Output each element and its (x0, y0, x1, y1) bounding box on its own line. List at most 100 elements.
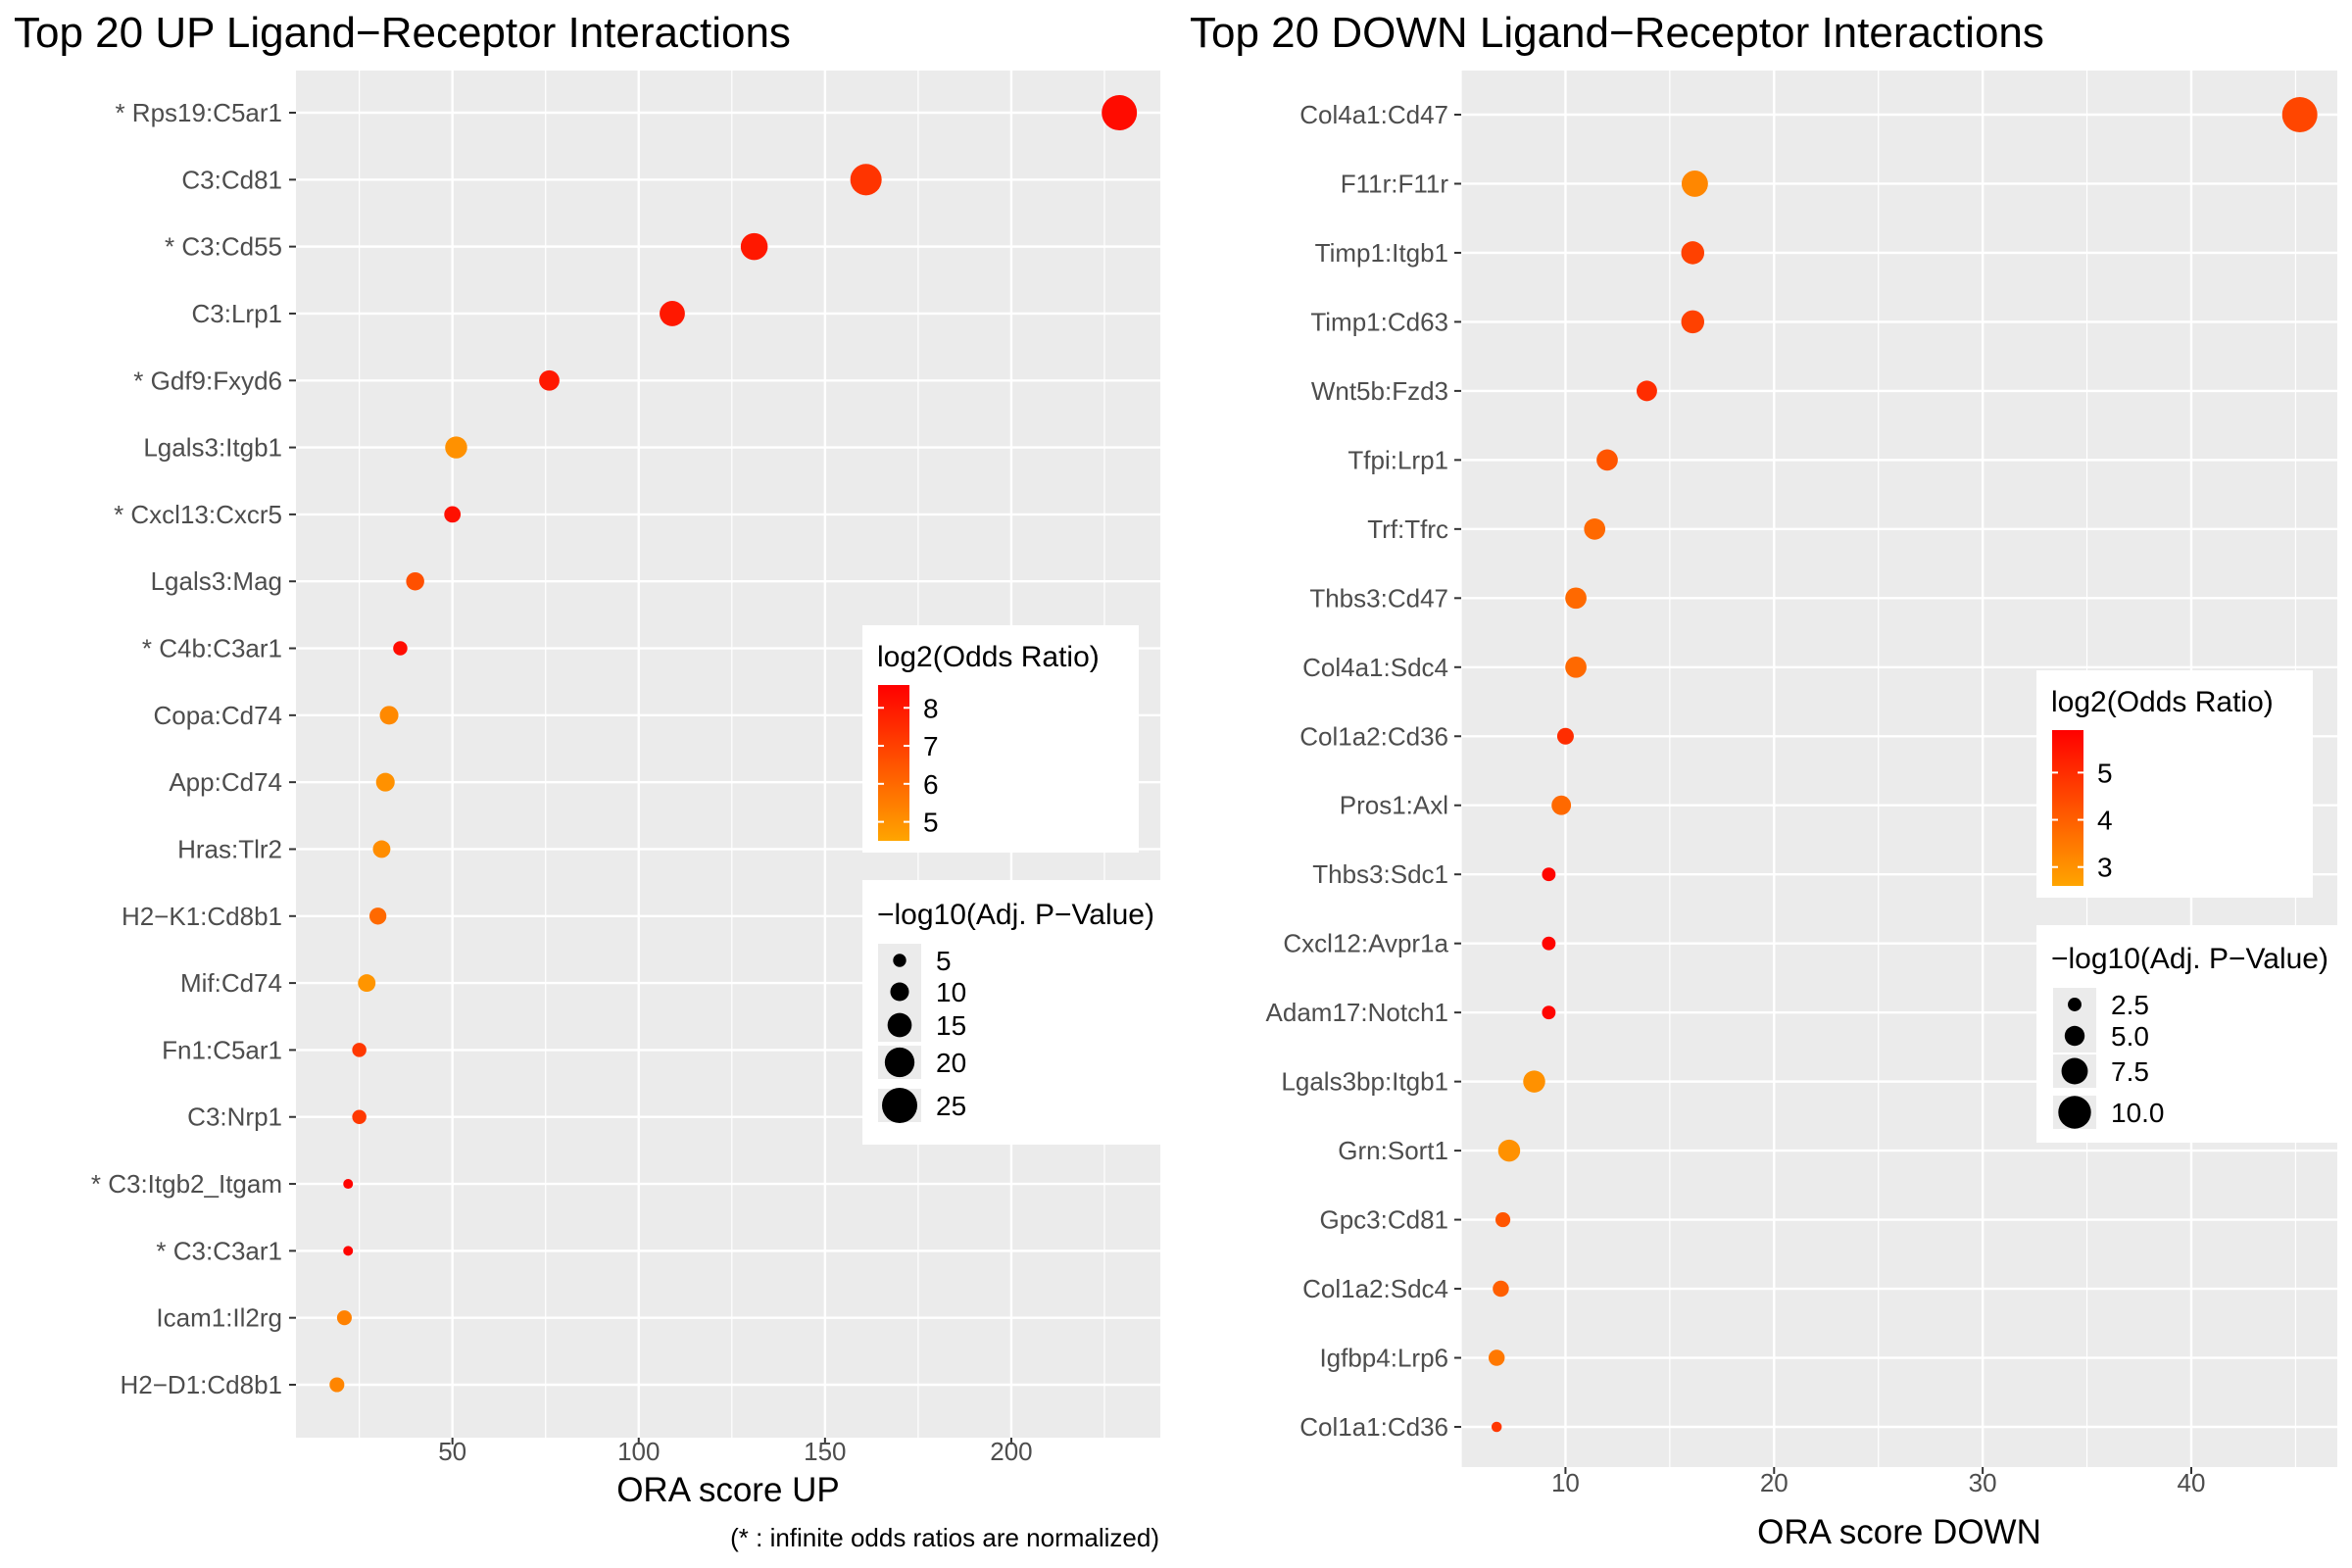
data-point (660, 301, 685, 326)
y-tick-label: Hras:Tlr2 (177, 834, 282, 863)
data-point (1542, 1005, 1556, 1020)
y-tick-label: Col1a1:Cd36 (1299, 1412, 1448, 1442)
footnote-caption: (* : infinite odds ratios are normalized… (730, 1523, 1159, 1552)
chart-title: Top 20 UP Ligand−Receptor Interactions (14, 9, 791, 57)
data-points (1488, 97, 2318, 1433)
size-legend-key (2068, 998, 2082, 1011)
y-tick-label: Adam17:Notch1 (1266, 998, 1448, 1027)
y-tick-label: Wnt5b:Fzd3 (1311, 376, 1448, 406)
y-tick-label: * C3:Cd55 (165, 232, 282, 262)
data-point (352, 1043, 367, 1057)
y-tick-label: Gpc3:Cd81 (1319, 1205, 1448, 1235)
data-point (2281, 97, 2318, 132)
color-legend-title: log2(Odds Ratio) (2051, 686, 2274, 718)
data-point (1542, 936, 1556, 951)
size-legend: −log10(Adj. P−Value) 2.55.0 7.5 10.0 (2036, 925, 2352, 1143)
data-point (1681, 310, 1705, 334)
x-axis: 50 100 150 200 (438, 1437, 1032, 1466)
color-legend-label: 3 (2097, 853, 2113, 883)
x-tick-label: 150 (804, 1437, 846, 1466)
chart-up: Top 20 UP Ligand−Receptor Interactions *… (14, 9, 1160, 1552)
color-legend-label: 8 (923, 693, 939, 723)
data-point (444, 506, 462, 523)
colorbar (878, 685, 909, 841)
size-legend-key (2064, 1025, 2085, 1047)
data-point (1681, 171, 1708, 197)
data-point (1523, 1070, 1545, 1093)
data-point (343, 1179, 354, 1190)
y-tick-label: Grn:Sort1 (1338, 1136, 1448, 1165)
data-point (375, 772, 395, 792)
data-point (1636, 380, 1657, 402)
data-point (1551, 795, 1572, 815)
y-tick-label: Thbs3:Sdc1 (1312, 859, 1448, 889)
color-legend-title: log2(Odds Ratio) (877, 641, 1100, 673)
y-tick-label: Col1a2:Cd36 (1299, 721, 1448, 751)
size-legend-label: 10.0 (2111, 1098, 2165, 1128)
y-tick-label: F11r:F11r (1341, 169, 1449, 198)
x-tick-label: 10 (1551, 1468, 1580, 1497)
y-tick-label: Icam1:Il2rg (156, 1303, 282, 1333)
data-point (1681, 241, 1705, 265)
y-tick-label: C3:Nrp1 (187, 1102, 282, 1132)
size-legend-label: 10 (936, 977, 966, 1007)
data-point (379, 706, 399, 725)
data-point (1488, 1349, 1505, 1366)
y-tick-label: Timp1:Itgb1 (1315, 238, 1448, 268)
y-tick-label: H2−K1:Cd8b1 (122, 902, 282, 931)
data-point (1596, 449, 1618, 471)
data-point (329, 1377, 345, 1393)
data-point (1565, 587, 1587, 610)
y-tick-label: Copa:Cd74 (153, 701, 282, 730)
size-legend-label: 7.5 (2111, 1056, 2149, 1087)
x-tick-label: 40 (2178, 1468, 2206, 1497)
data-point (336, 1310, 352, 1326)
x-axis: 10 20 30 40 (1551, 1467, 2205, 1497)
data-point (850, 164, 882, 196)
y-tick-label: Col4a1:Sdc4 (1302, 653, 1448, 682)
y-tick-label: * Rps19:C5ar1 (115, 98, 282, 127)
size-legend-key (2058, 1096, 2091, 1129)
data-point (445, 436, 467, 459)
x-axis-title: ORA score DOWN (1757, 1513, 2041, 1551)
size-legend-key (884, 1047, 915, 1078)
data-points (329, 95, 1138, 1393)
y-tick-label: * C4b:C3ar1 (142, 634, 282, 663)
chart-down: Top 20 DOWN Ligand−Receptor Interactions… (1190, 9, 2352, 1551)
data-point (1491, 1421, 1502, 1433)
x-tick-label: 50 (438, 1437, 466, 1466)
size-legend-key (882, 1088, 917, 1123)
y-tick-label: Mif:Cd74 (180, 968, 282, 998)
size-legend-key (2061, 1057, 2088, 1085)
data-point (1493, 1280, 1509, 1298)
y-tick-label: * C3:C3ar1 (156, 1236, 282, 1265)
data-point (539, 369, 560, 391)
color-legend-label: 5 (2097, 758, 2113, 788)
y-tick-label: * Gdf9:Fxyd6 (133, 366, 282, 395)
size-legend-key (887, 1012, 912, 1038)
y-tick-label: Lgals3:Mag (151, 566, 282, 596)
y-tick-label: C3:Lrp1 (192, 299, 283, 328)
y-tick-label: Col4a1:Cd47 (1299, 100, 1448, 129)
data-point (1102, 95, 1138, 130)
data-point (1497, 1139, 1521, 1162)
data-point (1584, 517, 1606, 540)
y-tick-label: * Cxcl13:Cxcr5 (114, 500, 282, 529)
colorbar (2052, 730, 2083, 886)
y-axis: * Rps19:C5ar1 C3:Cd81 * C3:Cd55 C3:Lrp1 * Gd… (91, 98, 296, 1399)
size-legend-label: 15 (936, 1010, 966, 1041)
data-point (393, 641, 408, 656)
y-tick-label: Fn1:C5ar1 (162, 1035, 282, 1064)
size-legend-title: −log10(Adj. P−Value) (877, 899, 1154, 931)
x-axis-title: ORA score UP (616, 1471, 840, 1509)
y-tick-label: Igfbp4:Lrp6 (1319, 1344, 1448, 1373)
size-legend-label: 25 (936, 1091, 966, 1121)
data-point (343, 1246, 354, 1256)
size-legend-key (893, 954, 906, 967)
data-point (1556, 727, 1574, 745)
y-tick-label: H2−D1:Cd8b1 (121, 1370, 283, 1399)
data-point (1542, 867, 1556, 882)
size-legend-label: 5 (936, 946, 952, 976)
